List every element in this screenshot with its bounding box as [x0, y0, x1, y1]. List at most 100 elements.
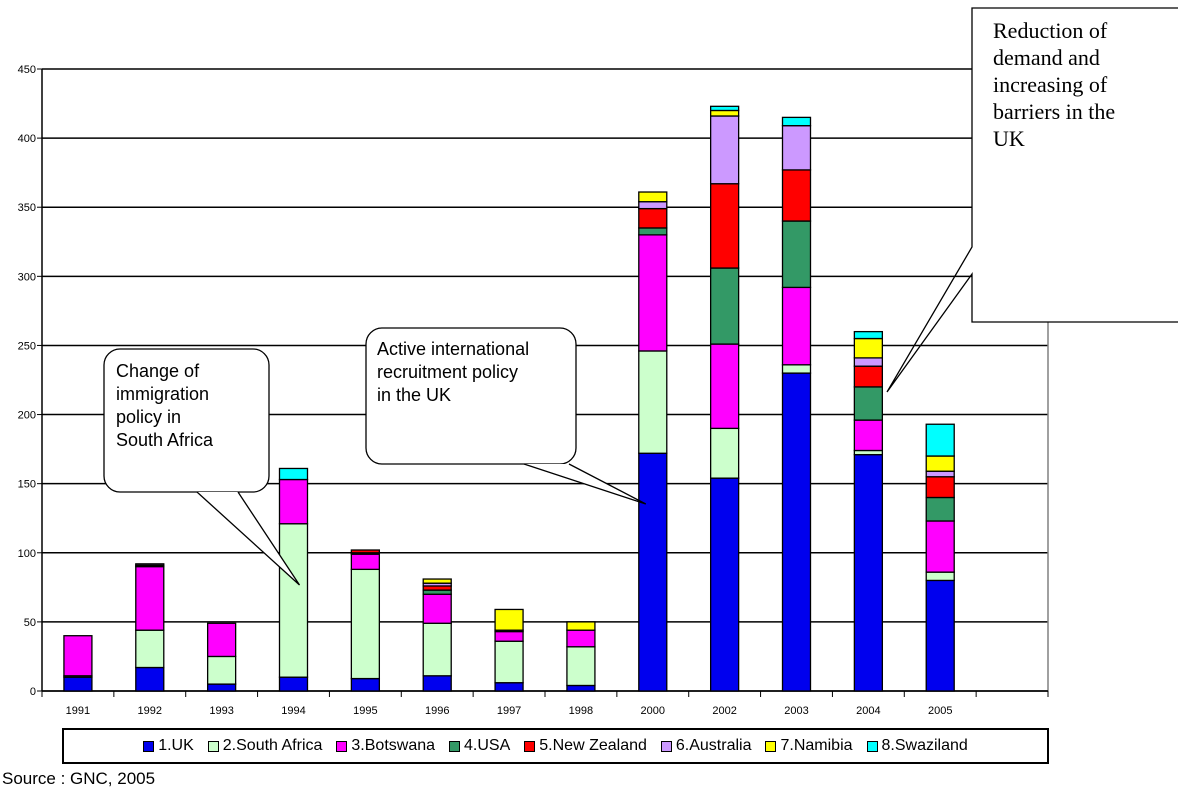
callout-pointer [196, 491, 301, 586]
legend-swatch [765, 740, 777, 752]
y-tick-label: 0 [30, 686, 36, 698]
bar-segment [781, 364, 812, 374]
callout-line: Active international [377, 339, 529, 359]
callout-box [972, 8, 1178, 322]
bar-segment [925, 423, 955, 457]
legend-swatch [660, 740, 672, 752]
bar-segment [781, 286, 812, 366]
callout-box [365, 327, 577, 465]
bar-segment [781, 169, 812, 222]
bar-segment [709, 183, 740, 269]
legend-label: 5.New Zealand [539, 737, 647, 754]
bar-segment [494, 640, 524, 684]
callout-line: barriers in the [993, 99, 1115, 124]
bar-segment [278, 676, 309, 692]
bar-segment [709, 115, 740, 185]
legend-swatch [143, 740, 155, 752]
bar-segment [494, 630, 524, 642]
callout-line: South Africa [116, 430, 214, 450]
y-tick-label: 50 [24, 617, 36, 629]
bar-segment [494, 608, 524, 631]
bar-segment [925, 571, 955, 582]
callout-line: recruitment policy [377, 362, 518, 382]
bar-segment [135, 563, 165, 566]
legend-swatch [336, 740, 348, 752]
legend-label: 7.Namibia [780, 737, 853, 754]
callout-line: demand and [993, 45, 1100, 70]
bar-segment [350, 677, 381, 692]
x-tick-label: 2004 [856, 705, 880, 717]
bar-segment [63, 676, 93, 692]
bar-segment [566, 684, 596, 692]
bar-segment [853, 357, 884, 367]
bar-segment [638, 227, 668, 236]
callout-box [103, 348, 270, 493]
bar-segment [206, 655, 237, 685]
source-caption: Source : GNC, 2005 [2, 769, 156, 788]
callout-immigration [103, 348, 301, 586]
bar-segment [135, 565, 165, 631]
bar-segment [709, 109, 740, 117]
bar-segment [781, 220, 812, 289]
bar-segment [709, 267, 740, 345]
bar-segment [638, 201, 668, 210]
bar-segment [638, 207, 668, 229]
callout-immigration-text: Change of immigration policy in South Afric… [116, 361, 214, 450]
legend-item: 1.UK [143, 737, 194, 755]
callout-reduction [886, 7, 1178, 393]
legend-label: 8.Swaziland [881, 737, 968, 754]
bar-segment [566, 629, 596, 648]
legend-item: 5.New Zealand [524, 737, 647, 755]
x-tick-label: 1994 [281, 705, 305, 717]
bar-segment [925, 579, 955, 692]
callout-pointer [886, 7, 1178, 393]
x-tick-label: 2000 [641, 705, 665, 717]
legend-label: 4.USA [464, 737, 511, 754]
y-tick-label: 150 [18, 479, 36, 491]
x-tick-label: 1991 [66, 705, 90, 717]
bar-segment [853, 453, 884, 692]
bar-segment [853, 419, 884, 452]
x-tick-label: 1998 [569, 705, 593, 717]
bar-segment [350, 549, 381, 554]
bar-segment [853, 386, 884, 421]
y-tick-label: 300 [18, 271, 36, 283]
bar-segment [853, 337, 884, 359]
callout-line: increasing of [993, 72, 1108, 97]
legend-swatch [524, 740, 536, 752]
callout-line: policy in [116, 407, 181, 427]
x-tick-label: 1993 [209, 705, 233, 717]
bar-segment [278, 478, 309, 525]
callout-pointer [523, 463, 647, 505]
y-tick-label: 400 [18, 133, 36, 145]
bar-segment [853, 365, 884, 388]
x-tick-label: 1996 [425, 705, 449, 717]
bar-segment [638, 191, 668, 203]
legend-swatch [866, 740, 878, 752]
bar-segment [709, 343, 740, 430]
bar-segment [781, 116, 812, 127]
legend-item: 4.USA [449, 737, 510, 755]
legend-item: 3.Botswana [336, 737, 435, 755]
bar-segment [135, 629, 165, 669]
legend-item: 7.Namibia [765, 737, 853, 755]
y-tick-label: 250 [18, 340, 36, 352]
bar-segment [925, 476, 955, 499]
y-tick-label: 100 [18, 548, 36, 560]
bar-segment [422, 622, 452, 677]
legend-item: 6.Australia [660, 737, 751, 755]
callout-recruitment [365, 327, 647, 505]
bar-segment [278, 467, 309, 481]
bar-segment [925, 470, 955, 478]
legend-item: 2.South Africa [207, 737, 322, 755]
bar-segment [494, 682, 524, 692]
legend-swatch [207, 740, 219, 752]
callout-line: in the UK [377, 385, 451, 405]
chart-legend: 1.UK 2.South Africa 3.Botswana 4.USA 5.New Z… [62, 728, 1049, 764]
x-tick-label: 1997 [497, 705, 521, 717]
callout-line: Change of [116, 361, 200, 381]
bar-segment [350, 568, 381, 680]
x-tick-label: 2003 [784, 705, 808, 717]
